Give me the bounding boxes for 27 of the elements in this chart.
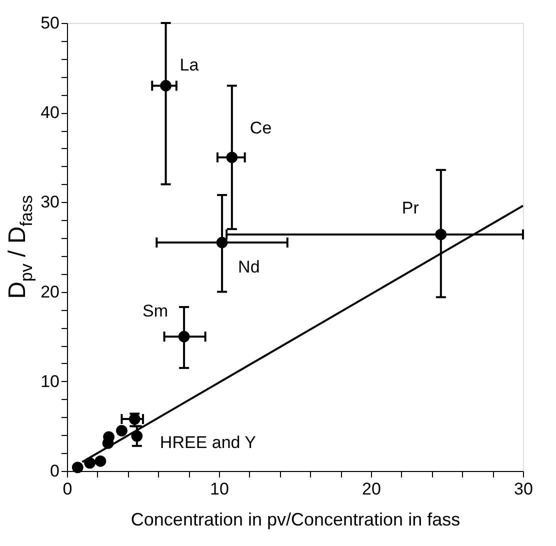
y-tick-label: 20 [40,282,60,302]
annotation: Ce [250,118,272,138]
point [216,236,228,248]
point [72,462,84,474]
point [160,80,172,92]
y-tick-label: 50 [40,14,60,32]
x-tick-label: 20 [362,480,381,498]
point [94,455,106,467]
point [226,152,238,164]
x-tick-label: 10 [210,480,229,498]
y-tick-label: 30 [40,192,60,212]
x-tick-label: 0 [62,480,72,498]
annotation: La [180,56,200,75]
point [435,228,447,240]
y-tick-label: 0 [50,462,60,480]
annotation: Nd [238,258,260,277]
y-tick-label: 10 [40,372,60,391]
annotation: Sm [142,302,168,321]
x-tick-label: 30 [514,480,533,498]
x-axis-title: Concentration in pv/Concentration in fass [130,510,460,530]
point [116,424,128,436]
y-axis-title: Dpv / Dfass [4,195,36,299]
y-tick-label: 40 [40,103,60,122]
point [178,330,190,342]
annotation: Pr [402,198,420,218]
point [131,430,143,442]
annotation: HREE and Y [160,433,256,452]
